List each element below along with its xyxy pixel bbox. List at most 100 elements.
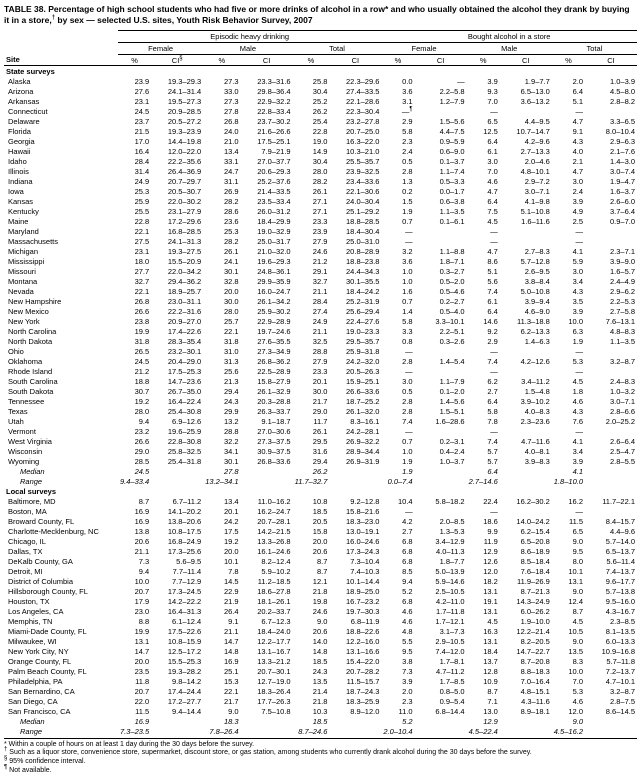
pct-cell: 31.8	[203, 336, 240, 346]
pct-cell: 11.5	[552, 516, 585, 526]
ci-cell: 19.6–29.3	[241, 256, 293, 266]
pct-cell: 3.9	[552, 306, 585, 316]
pct-cell: 4.6	[552, 696, 585, 706]
pct-cell: 14.7	[118, 646, 151, 656]
site-name: New York	[4, 316, 118, 326]
ci-cell: 14.7–23.6	[151, 376, 203, 386]
footnote: ¶ Not available.	[4, 767, 637, 776]
ci-cell: 5.7–11.8	[585, 656, 637, 666]
site-name: Houston, TX	[4, 596, 118, 606]
pct-cell: 4.1	[552, 246, 585, 256]
ci-cell: 26.8–33.6	[241, 456, 293, 466]
ci-cell: 4.0–8.1	[500, 446, 552, 456]
pct-cell: 24.9	[293, 316, 330, 326]
ci-cell: 18.6–27.8	[241, 586, 293, 596]
ci-cell: 3.0–7.1	[585, 396, 637, 406]
bought-group: Bought alcohol in a store	[381, 31, 637, 43]
pct-cell: 11.5	[118, 706, 151, 716]
ci-cell: 4.8–15.1	[500, 686, 552, 696]
pct-cell: 17.5	[203, 526, 240, 536]
pct-cell: 23.6	[203, 216, 240, 226]
table-row: New York23.820.9–27.025.722.9–28.924.922…	[4, 316, 637, 326]
pct-cell: 22.1	[118, 286, 151, 296]
summary-cell	[415, 716, 467, 726]
ci-cell: 0.6–9.0	[415, 146, 467, 156]
ci-cell: 18.4–24.2	[329, 286, 381, 296]
ci-cell: 6.2–15.4	[500, 526, 552, 536]
table-row: Connecticut24.520.9–28.527.822.8–33.426.…	[4, 106, 637, 116]
ci-cell: 7.5–10.8	[241, 706, 293, 716]
pct-cell: 5.8	[381, 126, 414, 136]
table-row: Memphis, TN8.86.1–12.49.16.7–12.39.06.8–…	[4, 616, 637, 626]
ci-cell: 3.7–6.4	[585, 206, 637, 216]
site-name: Charlotte-Mecklenburg, NC	[4, 526, 118, 536]
pct-cell: —	[552, 226, 585, 236]
summary-cell	[585, 476, 637, 486]
table-row: Mississippi18.015.5–20.924.119.6–29.321.…	[4, 256, 637, 266]
table-row: New York City, NY14.712.5–17.214.813.1–1…	[4, 646, 637, 656]
pct-cell: 21.5	[118, 126, 151, 136]
table-row: North Dakota31.828.3–35.431.827.6–35.532…	[4, 336, 637, 346]
pct-cell: 3.0	[467, 156, 500, 166]
ci-cell: 6.0–13.3	[585, 636, 637, 646]
pct-cell: 19.0	[293, 136, 330, 146]
pct-cell: —	[552, 236, 585, 246]
summary-cell	[500, 726, 552, 738]
pct-cell: 3.6	[381, 256, 414, 266]
pct-cell: 16.9	[203, 656, 240, 666]
ci-cell	[585, 106, 637, 116]
pct-cell: 31.0	[203, 346, 240, 356]
pct-cell: 18.4	[467, 646, 500, 656]
pct-cell: 27.1	[293, 206, 330, 216]
site-name: San Bernardino, CA	[4, 686, 118, 696]
pct-cell: 4.2	[381, 516, 414, 526]
ci-cell: 18.9–25.7	[151, 286, 203, 296]
pct-cell: 8.7	[467, 686, 500, 696]
ci-cell: 18.1–26.1	[241, 596, 293, 606]
female-a: Female	[118, 43, 203, 55]
ci-header: CI	[329, 55, 381, 66]
table-row: North Carolina19.917.4–22.622.119.7–24.6…	[4, 326, 637, 336]
site-name: Florida	[4, 126, 118, 136]
pct-cell: 21.8	[293, 586, 330, 596]
pct-cell: 8.7	[293, 566, 330, 576]
site-name: Hawaii	[4, 146, 118, 156]
ci-cell: 13.0–19.1	[329, 526, 381, 536]
pct-cell: 30.1	[203, 266, 240, 276]
summary-cell: 1.8–10.0	[552, 476, 585, 486]
pct-cell: 2.0	[381, 686, 414, 696]
summary-cell	[241, 466, 293, 476]
pct-cell: 0.7	[381, 216, 414, 226]
table-row: Arizona27.624.1–31.433.029.8–36.430.427.…	[4, 86, 637, 96]
ci-cell	[500, 426, 552, 436]
ci-cell: 2.6–6.0	[585, 196, 637, 206]
site-name: Maryland	[4, 226, 118, 236]
pct-cell: 26.8	[203, 116, 240, 126]
summary-cell: 4.5–16.2	[552, 726, 585, 738]
ci-cell: 1.8–7.7	[415, 556, 467, 566]
pct-cell: 4.5	[552, 376, 585, 386]
pct-cell: 9.0	[293, 616, 330, 626]
pct-cell: 10.8	[293, 496, 330, 506]
pct-cell: 6.1	[467, 146, 500, 156]
site-name: New York City, NY	[4, 646, 118, 656]
ci-cell: 2.3–23.6	[500, 416, 552, 426]
ci-cell: 29.4–36.2	[151, 276, 203, 286]
summary-cell	[500, 476, 552, 486]
ci-cell: 4.1–9.8	[500, 196, 552, 206]
table-row: Vermont23.219.6–25.928.827.0–30.626.124.…	[4, 426, 637, 436]
table-row: Alaska23.919.3–29.327.323.3–31.625.822.3…	[4, 76, 637, 86]
ci-cell: 26.9–31.9	[329, 456, 381, 466]
pct-cell: 1.9	[381, 206, 414, 216]
ci-cell: 6.8–14.4	[415, 706, 467, 716]
pct-cell: 9.0	[203, 706, 240, 716]
pct-cell: 22.0	[118, 696, 151, 706]
site-name: Milwaukee, WI	[4, 636, 118, 646]
ci-cell: 0.8–5.0	[415, 686, 467, 696]
pct-cell: 10.1	[552, 566, 585, 576]
ci-cell	[500, 236, 552, 246]
ci-cell: 19.3–29.3	[151, 76, 203, 86]
summary-cell	[241, 716, 293, 726]
ci-cell: 23.2–30.1	[151, 346, 203, 356]
ci-cell: 4.7–10.1	[585, 676, 637, 686]
